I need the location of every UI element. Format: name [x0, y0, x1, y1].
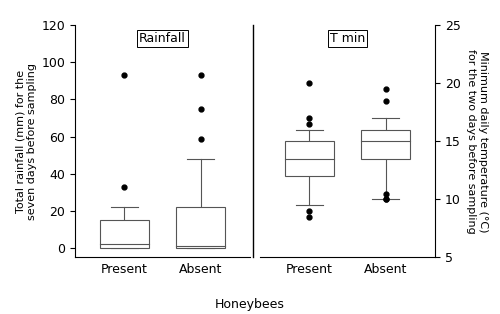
- Bar: [176, 207, 225, 248]
- Text: Honeybees: Honeybees: [215, 298, 285, 311]
- Y-axis label: Minimum daily temperature (°C)
for the two days before sampling: Minimum daily temperature (°C) for the t…: [466, 49, 488, 234]
- Bar: [285, 141, 334, 176]
- Bar: [100, 220, 149, 248]
- Bar: [361, 130, 410, 159]
- Y-axis label: Total rainfall (mm) for the
seven days before sampling: Total rainfall (mm) for the seven days b…: [16, 63, 37, 220]
- Text: T min: T min: [330, 32, 365, 45]
- Text: Rainfall: Rainfall: [139, 32, 186, 45]
